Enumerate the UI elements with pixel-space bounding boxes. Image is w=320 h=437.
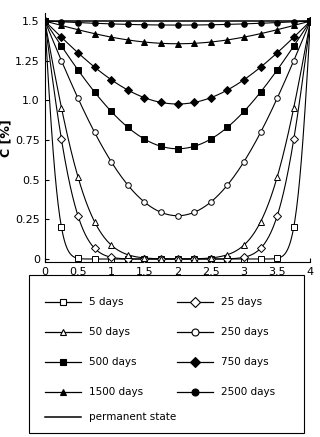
Text: 5 days: 5 days bbox=[89, 297, 124, 307]
Text: 250 days: 250 days bbox=[221, 327, 269, 337]
Text: permanent state: permanent state bbox=[89, 412, 177, 422]
X-axis label: e [mm]: e [mm] bbox=[152, 281, 203, 294]
Text: 1500 days: 1500 days bbox=[89, 387, 143, 397]
Text: 50 days: 50 days bbox=[89, 327, 130, 337]
Text: 25 days: 25 days bbox=[221, 297, 263, 307]
Text: 750 days: 750 days bbox=[221, 357, 269, 367]
Y-axis label: C [%]: C [%] bbox=[0, 119, 12, 156]
Text: 2500 days: 2500 days bbox=[221, 387, 276, 397]
Text: 500 days: 500 days bbox=[89, 357, 137, 367]
